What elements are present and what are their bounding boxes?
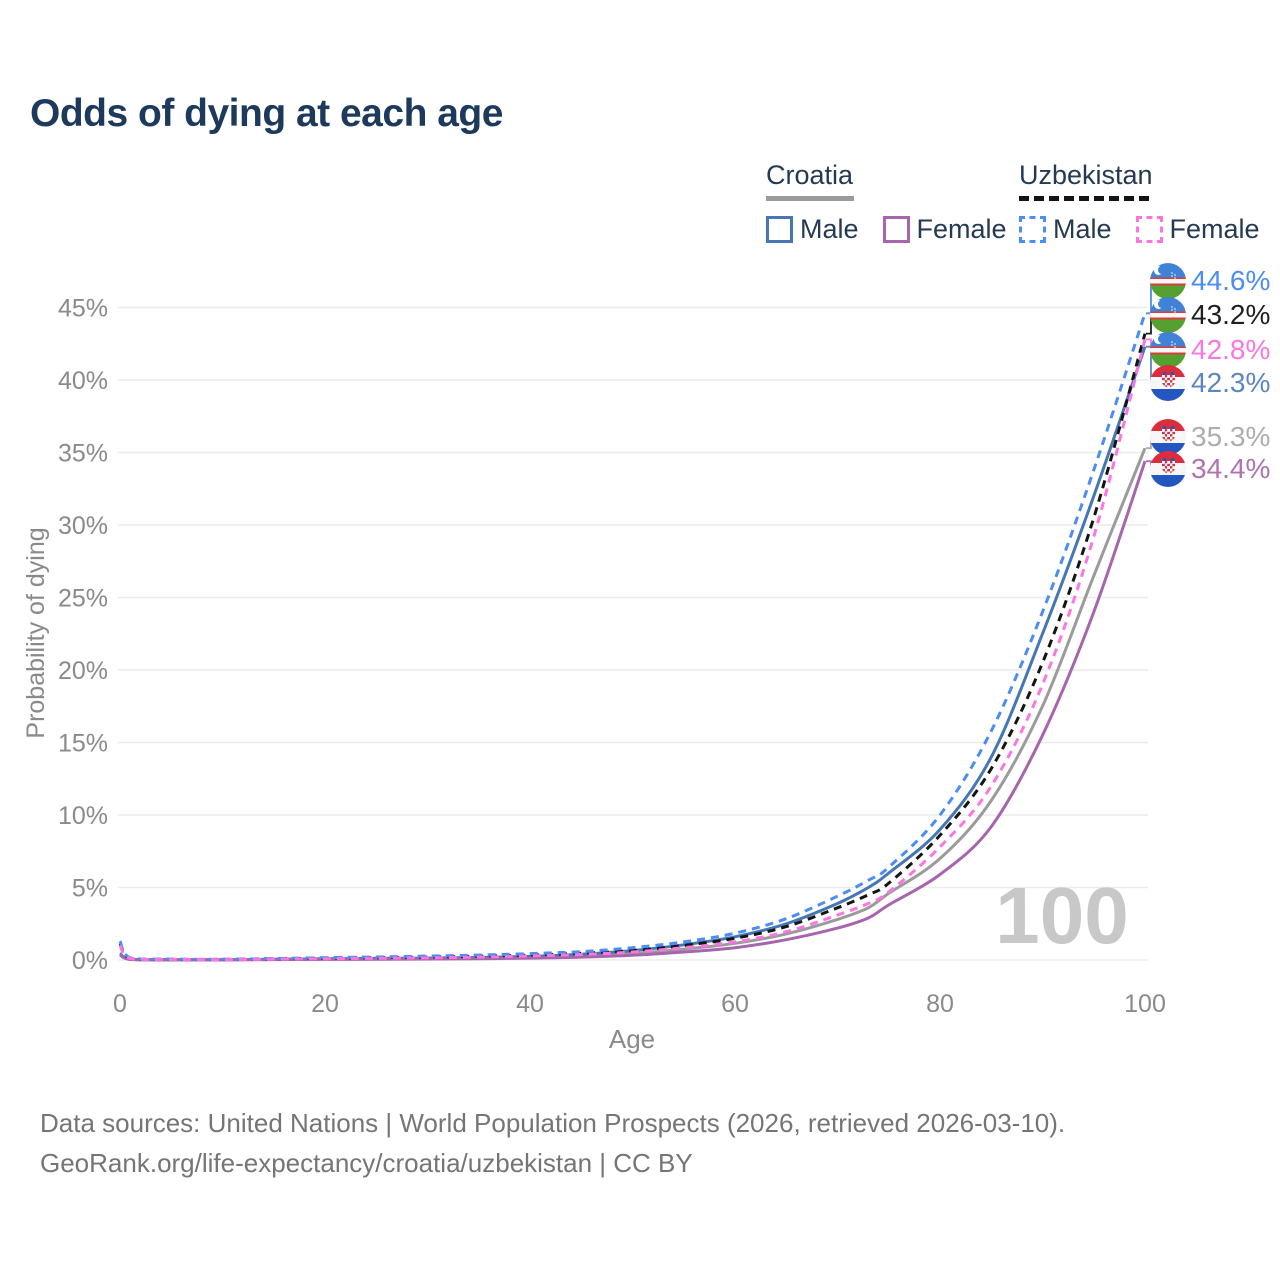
y-tick-label-10%: 10% — [58, 802, 108, 830]
croatia-male-swatch-icon — [766, 216, 793, 243]
x-tick-label-80: 80 — [926, 990, 954, 1018]
legend-croatia-male[interactable]: Male — [766, 214, 859, 245]
x-tick-label-0: 0 — [113, 990, 127, 1018]
croatia-line-sample-icon — [766, 196, 854, 201]
legend-uzbekistan-male[interactable]: Male — [1019, 214, 1112, 245]
legend-croatia-label: Croatia — [766, 160, 854, 190]
legend-croatia-female-label: Female — [916, 214, 1007, 244]
uzbekistan-flag-icon — [1150, 263, 1186, 299]
legend-uzbekistan: Uzbekistan Male Female — [1019, 160, 1260, 245]
y-axis-title: Probability of dying — [22, 527, 50, 738]
end-label-uzbekistan-male[interactable]: 44.6% — [1150, 263, 1270, 299]
end-label-value: 34.4% — [1191, 453, 1271, 484]
series-line-uzbekistan-total — [118, 333, 1147, 961]
series-line-uzbekistan-female — [118, 339, 1147, 962]
y-tick-label-0%: 0% — [72, 947, 108, 975]
series-line-croatia-female — [119, 460, 1147, 962]
y-tick-label-15%: 15% — [58, 730, 108, 758]
y-tick-label-40%: 40% — [58, 367, 108, 395]
y-tick-label-35%: 35% — [58, 440, 108, 468]
page-title: Odds of dying at each age — [30, 92, 503, 135]
end-label-value: 42.3% — [1191, 367, 1271, 398]
y-tick-label-30%: 30% — [58, 512, 108, 540]
croatia-female-swatch-icon — [882, 216, 910, 243]
end-label-croatia-female[interactable]: 34.4% — [1150, 451, 1270, 487]
legend-croatia-male-label: Male — [800, 214, 859, 244]
x-tick-label-20: 20 — [311, 990, 339, 1018]
y-tick-label-25%: 25% — [58, 585, 108, 613]
data-sources-line: Data sources: United Nations | World Pop… — [40, 1108, 1066, 1138]
end-label-uzbekistan-female[interactable]: 42.8% — [1150, 332, 1270, 368]
x-tick-label-40: 40 — [516, 990, 544, 1018]
croatia-flag-icon — [1150, 365, 1186, 401]
croatia-flag-icon — [1150, 451, 1186, 487]
end-label-croatia-male[interactable]: 42.3% — [1150, 365, 1270, 401]
series-line-uzbekistan-male — [118, 312, 1147, 961]
legend-croatia: Croatia Male Female — [766, 160, 1007, 245]
y-tick-label-5%: 5% — [72, 875, 108, 903]
series-line-croatia-male — [119, 346, 1147, 962]
end-label-uzbekistan-total[interactable]: 43.2% — [1150, 297, 1270, 333]
end-label-value: 44.6% — [1191, 265, 1271, 296]
uzbekistan-flag-icon — [1150, 332, 1186, 368]
end-label-value: 35.3% — [1191, 421, 1271, 452]
end-label-croatia-total[interactable]: 35.3% — [1150, 419, 1270, 455]
legend-uzbekistan-label: Uzbekistan — [1019, 160, 1153, 190]
y-tick-label-20%: 20% — [58, 657, 108, 685]
uzbekistan-flag-icon — [1150, 297, 1186, 333]
x-tick-label-60: 60 — [721, 990, 749, 1018]
end-label-value: 42.8% — [1191, 334, 1271, 365]
x-axis-title: Age — [609, 1024, 655, 1054]
x-tick-label-100: 100 — [1124, 990, 1166, 1018]
attribution-line: GeoRank.org/life-expectancy/croatia/uzbe… — [40, 1148, 693, 1178]
legend-uzbekistan-female[interactable]: Female — [1135, 214, 1260, 245]
age-watermark: 100 — [995, 871, 1128, 960]
uzbekistan-female-swatch-icon — [1135, 216, 1163, 243]
end-label-value: 43.2% — [1191, 299, 1271, 330]
croatia-flag-icon — [1150, 419, 1186, 455]
legend-uzbekistan-male-label: Male — [1053, 214, 1112, 244]
uzbekistan-line-sample-icon — [1019, 196, 1149, 201]
uzbekistan-male-swatch-icon — [1019, 216, 1046, 243]
legend-uzbekistan-female-label: Female — [1169, 214, 1260, 244]
y-tick-label-45%: 45% — [58, 295, 108, 323]
legend-croatia-female[interactable]: Female — [882, 214, 1007, 245]
